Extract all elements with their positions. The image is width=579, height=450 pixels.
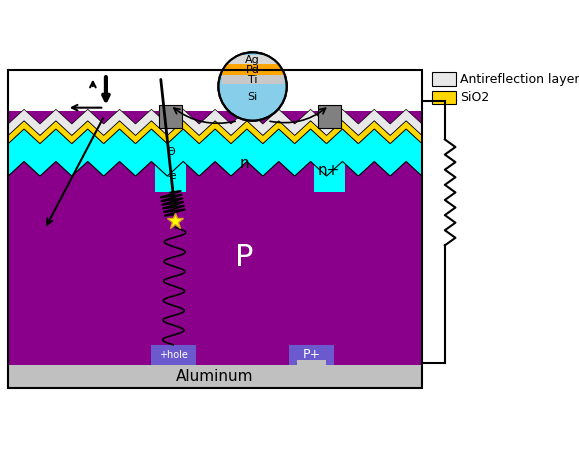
Text: P+: P+ (303, 348, 321, 361)
Bar (222, 75, 284, 84)
Bar (298, 360, 326, 365)
Bar (432, 91, 456, 104)
Text: n: n (240, 157, 249, 171)
Bar (159, 105, 182, 128)
Text: Ag: Ag (245, 54, 260, 65)
Text: Ti: Ti (248, 75, 257, 85)
Text: Pd: Pd (245, 65, 259, 75)
Bar (290, 345, 334, 365)
Text: SiO2: SiO2 (460, 91, 490, 104)
Polygon shape (8, 129, 422, 176)
Bar (8, 70, 422, 388)
Bar (222, 55, 284, 64)
Text: P: P (235, 243, 254, 272)
Bar (155, 156, 186, 193)
Text: Aluminum: Aluminum (177, 369, 254, 384)
Text: -e: -e (167, 171, 177, 181)
Text: Si: Si (247, 92, 258, 102)
Polygon shape (8, 109, 422, 135)
Bar (222, 64, 284, 75)
Bar (432, 72, 456, 86)
Bar (8, 176, 422, 365)
Bar (318, 105, 340, 128)
Text: +hole: +hole (159, 350, 188, 360)
Bar (314, 148, 345, 193)
Bar (8, 111, 422, 176)
Bar (8, 365, 422, 388)
Text: Θ: Θ (166, 147, 175, 157)
Bar (151, 345, 196, 365)
Text: Antireflection layer: Antireflection layer (460, 72, 579, 86)
Circle shape (218, 52, 287, 121)
Text: n+: n+ (318, 162, 340, 177)
Polygon shape (8, 121, 422, 144)
